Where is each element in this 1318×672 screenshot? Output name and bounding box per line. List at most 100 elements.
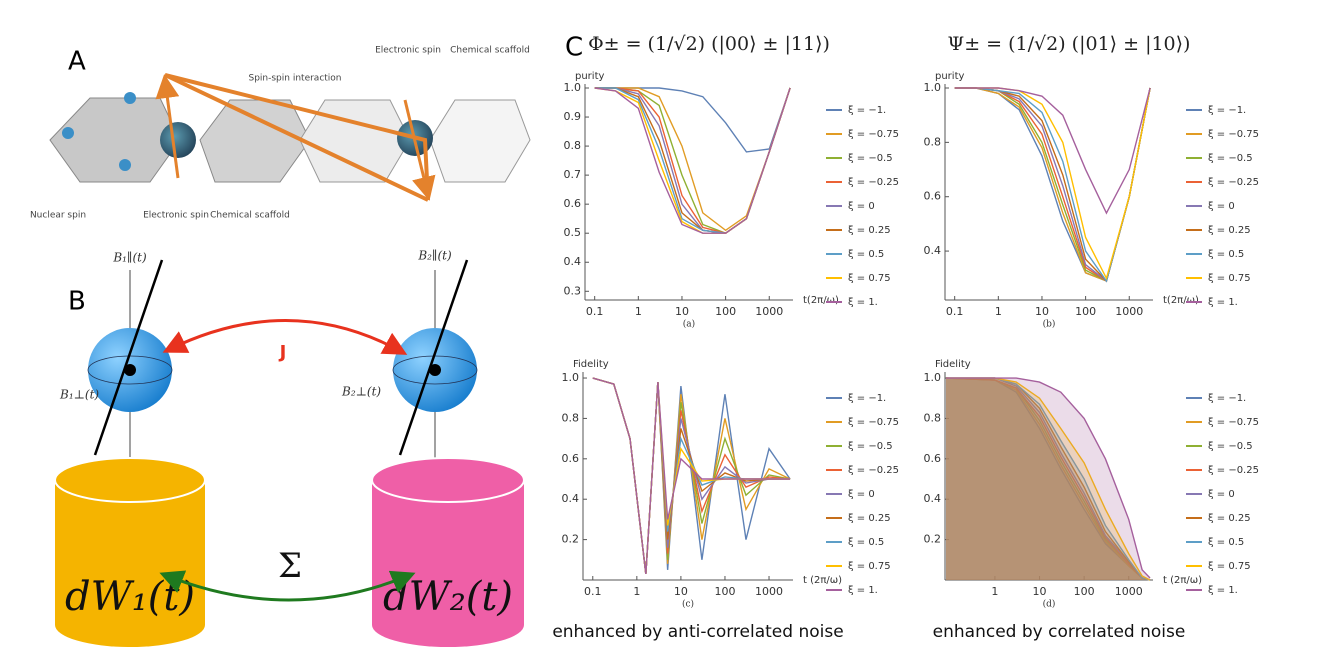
legend-label: ξ = 0.5	[1208, 537, 1244, 548]
coupling-arrow	[162, 319, 408, 355]
x-tick-label: 1000	[1115, 305, 1143, 318]
chart: 0.2 0.4 0.6 0.8 1.0 1 10 100 1000 Fidelity t (2π/ω…	[924, 359, 1259, 642]
x-tick-label: 100	[1074, 585, 1095, 598]
legend-label: ξ = 0.75	[1208, 561, 1251, 572]
series-area	[945, 378, 1151, 580]
y-tick-label: 0.4	[562, 492, 580, 505]
series-line	[945, 377, 1151, 581]
y-tick-label: 0.6	[924, 452, 942, 465]
y-tick-label: 0.8	[924, 411, 942, 424]
field-label: B₁∥(t)	[112, 251, 147, 265]
legend-label: ξ = 1.	[848, 297, 878, 308]
caption: (a)	[683, 319, 695, 330]
series-line	[594, 87, 791, 234]
nuclear-spin	[124, 92, 136, 104]
legend-label: ξ = 0.25	[848, 513, 891, 524]
series-line	[954, 87, 1151, 281]
legend-label: ξ = 1.	[848, 585, 878, 596]
y-tick-label: 0.6	[562, 452, 580, 465]
x-tick-label: 0.1	[584, 585, 602, 598]
y-tick-label: 0.3	[564, 284, 582, 297]
series-line	[592, 377, 791, 575]
series-area	[945, 378, 1151, 580]
x-tick-label: 1000	[755, 305, 783, 318]
x-tick-label: 1	[635, 305, 642, 318]
noise-bath	[55, 480, 205, 647]
x-tick-label: 10	[674, 585, 688, 598]
field-label: B₂⊥(t)	[341, 385, 381, 399]
coupling-label: J	[278, 342, 287, 363]
legend-label: ξ = −0.75	[848, 417, 899, 428]
noise-bath-top	[54, 457, 206, 503]
annotation: Chemical scaffold	[450, 46, 530, 56]
x-tick-label: 100	[714, 585, 735, 598]
legend-label: ξ = 1.	[1208, 585, 1238, 596]
y-tick-label: 0.8	[564, 139, 582, 152]
panel-label: C	[565, 33, 583, 63]
x-axis-label: t (2π/ω)	[803, 575, 842, 586]
legend-label: ξ = −0.25	[1208, 465, 1259, 476]
legend-label: ξ = 0.5	[848, 249, 884, 260]
legend-label: ξ = 0.25	[848, 225, 891, 236]
x-tick-label: 1	[633, 585, 640, 598]
legend-label: ξ = −1.	[1208, 393, 1246, 404]
note: enhanced by anti-correlated noise	[552, 622, 843, 642]
y-tick-label: 0.9	[564, 110, 582, 123]
y-tick-label: 0.8	[924, 135, 942, 148]
series-line	[594, 87, 791, 234]
spin-arrow	[403, 99, 436, 201]
panel-a: A Spin-spin interaction Electronic spin …	[30, 46, 531, 221]
legend-label: ξ = −0.25	[848, 465, 899, 476]
y-tick-label: 0.5	[564, 226, 582, 239]
spin-vector	[398, 259, 469, 456]
legend-label: ξ = 0.75	[848, 273, 891, 284]
chart: 0.2 0.4 0.6 0.8 1.0 0.1 1 10 100 1000 Fidelity t (2…	[552, 359, 899, 642]
x-axis-label: t(2π/ω)	[1163, 295, 1199, 306]
x-tick-label: 10	[1033, 585, 1047, 598]
y-tick-label: 0.2	[924, 533, 942, 546]
legend-label: ξ = −0.5	[848, 441, 893, 452]
series-line	[592, 377, 791, 575]
annotation: Spin-spin interaction	[248, 74, 341, 84]
y-tick-label: 0.7	[564, 168, 582, 181]
spin-vector	[93, 259, 164, 456]
series-line	[945, 377, 1151, 581]
annotation: Nuclear spin	[30, 211, 86, 221]
annotation: Electronic spin	[143, 211, 209, 221]
noise-bath-top	[371, 457, 525, 503]
caption: (b)	[1043, 319, 1056, 330]
correlation-label: Σ	[278, 546, 302, 586]
series-area	[945, 378, 1151, 580]
y-tick-label: 1.0	[924, 371, 942, 384]
series-area	[945, 378, 1151, 580]
y-tick-label: 0.4	[924, 244, 942, 257]
legend-label: ξ = 0.75	[1208, 273, 1251, 284]
series-area	[945, 378, 1151, 580]
x-tick-label: 0.1	[586, 305, 604, 318]
electronic-spin	[160, 122, 196, 158]
noise-label: dW₂(t)	[383, 574, 513, 620]
nuclear-spin	[62, 127, 74, 139]
chart: 0.3 0.4 0.5 0.6 0.7 0.8 0.9 1.0 0.1 1 10 100 1000 pur…	[564, 33, 899, 330]
y-tick-label: 0.8	[562, 411, 580, 424]
legend-label: ξ = −0.5	[1208, 441, 1253, 452]
y-tick-label: 1.0	[562, 371, 580, 384]
legend-label: ξ = −1.	[848, 393, 886, 404]
legend-label: ξ = −0.75	[848, 129, 899, 140]
x-tick-label: 1000	[1115, 585, 1143, 598]
y-tick-label: 0.4	[924, 492, 942, 505]
legend-label: ξ = −0.25	[1208, 177, 1259, 188]
x-tick-label: 1	[995, 305, 1002, 318]
y-axis-label: purity	[935, 71, 964, 82]
legend-label: ξ = 0.25	[1208, 225, 1251, 236]
legend-label: ξ = 0.5	[848, 537, 884, 548]
annotation: Chemical scaffold	[210, 211, 290, 221]
legend-label: ξ = −1.	[848, 105, 886, 116]
legend-label: ξ = 0	[848, 489, 875, 500]
scaffold	[199, 99, 311, 183]
legend-label: ξ = 0.25	[1208, 513, 1251, 524]
field-label: B₂∥(t)	[417, 249, 452, 263]
legend-label: ξ = 0	[1208, 201, 1235, 212]
